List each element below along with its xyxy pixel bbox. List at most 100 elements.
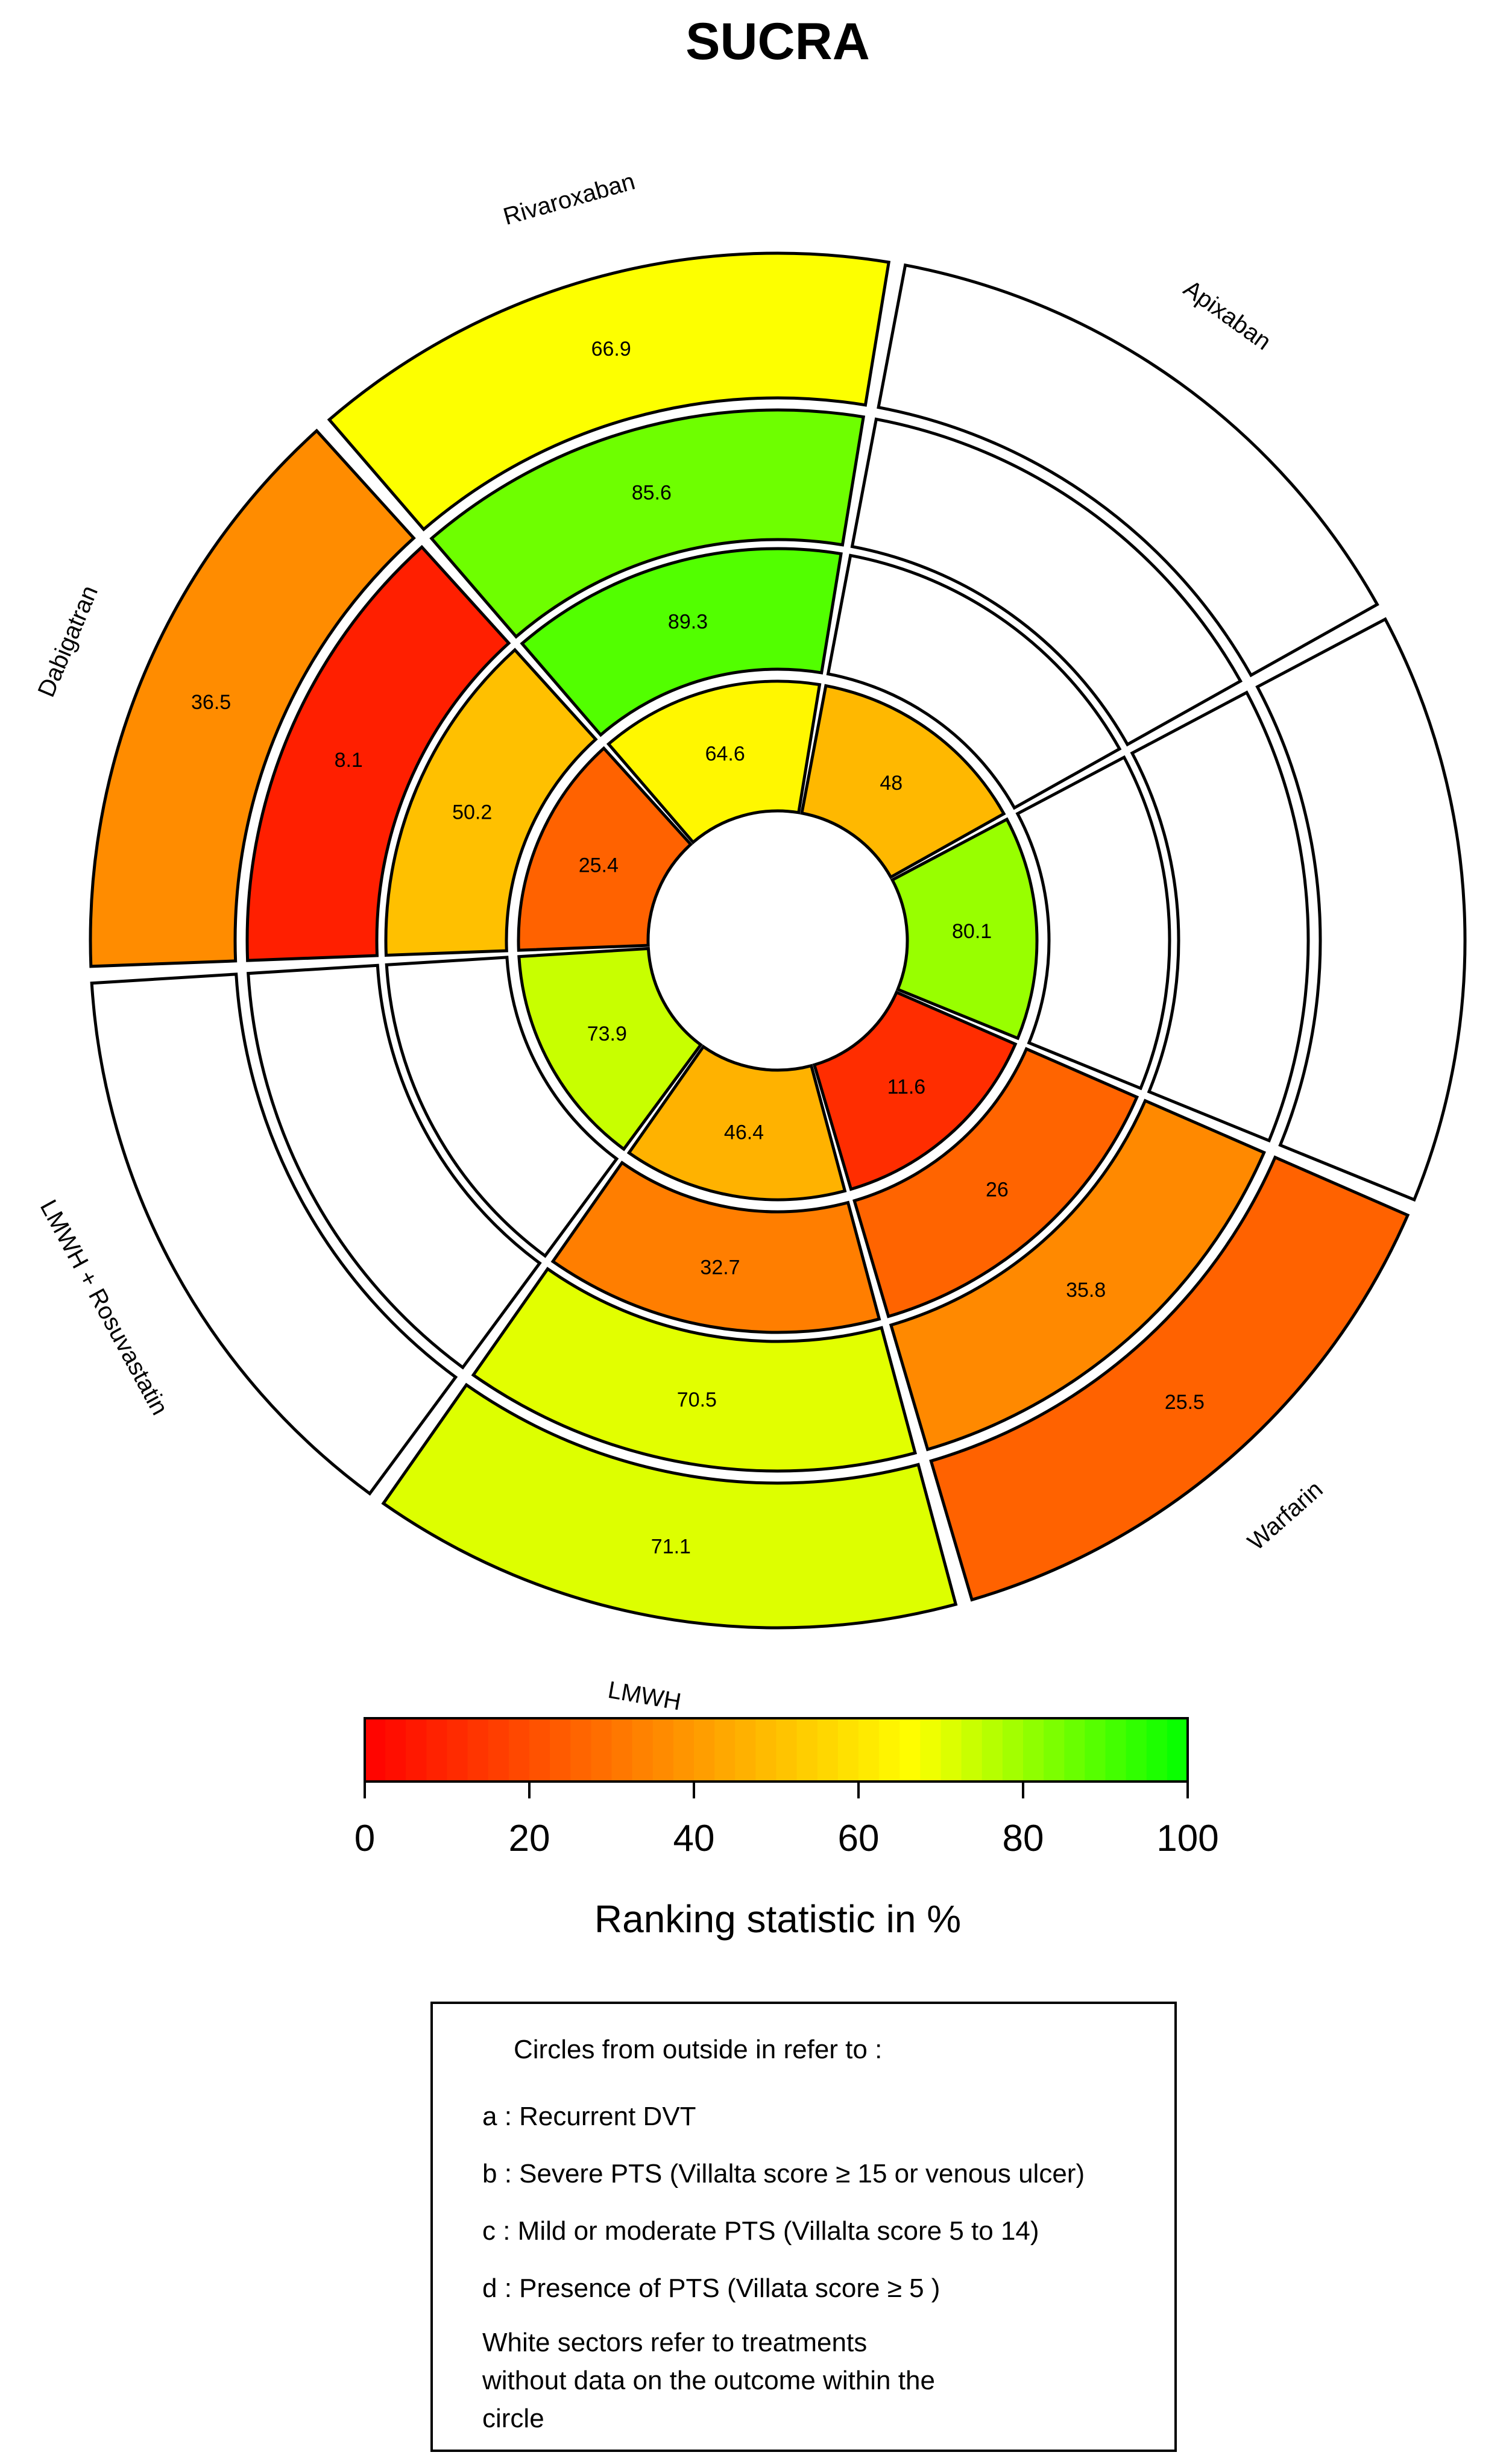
sector-b-3	[471, 1267, 918, 1473]
colorbar-cell	[694, 1718, 715, 1782]
colorbar-cell	[508, 1718, 530, 1782]
sector-c-5	[384, 648, 598, 957]
sector-a-0	[877, 263, 1379, 678]
legend-item-d: d : Presence of PTS (Villata score ≥ 5 )	[482, 2273, 940, 2303]
colorbar-tick-label: 20	[509, 1818, 550, 1859]
sector-d-4	[517, 947, 703, 1152]
sector-b-4	[247, 963, 542, 1370]
sector-label-d-0: 48	[880, 772, 903, 795]
colorbar-cell	[796, 1718, 818, 1782]
sector-label-d-6: 64.6	[705, 743, 745, 766]
legend-note-line-2: without data on the outcome within the	[482, 2366, 935, 2395]
sector-d-3	[626, 1044, 847, 1202]
sector-d-1	[890, 817, 1039, 1041]
legend-item-b: b : Severe PTS (Villalta score ≥ 15 or v…	[482, 2159, 1085, 2188]
colorbar-cell	[570, 1718, 591, 1782]
sector-b-0	[850, 417, 1243, 747]
colorbar-tick-label: 60	[838, 1818, 880, 1859]
legend-note-line-3: circle	[482, 2404, 544, 2433]
colorbar-cell	[1146, 1718, 1168, 1782]
colorbar-cell	[426, 1718, 448, 1782]
treatment-label-0: Apixaban	[1179, 275, 1276, 355]
legend-item-a: a : Recurrent DVT	[482, 2102, 696, 2131]
sector-c-0	[826, 553, 1122, 810]
sector-c-3	[550, 1161, 881, 1334]
legend-note-line-1: White sectors refer to treatments	[482, 2328, 867, 2357]
colorbar-cell	[1002, 1718, 1024, 1782]
colorbar-cell	[858, 1718, 880, 1782]
sector-a-2	[929, 1155, 1410, 1602]
colorbar-cell	[529, 1718, 550, 1782]
chart-title: SUCRA	[685, 13, 870, 71]
sector-label-c-5: 50.2	[452, 801, 492, 824]
sector-label-a-3: 71.1	[651, 1536, 691, 1558]
colorbar-cell	[879, 1718, 900, 1782]
colorbar-cell	[1023, 1718, 1044, 1782]
sucra-rings: 25.5 71.1 36.5 66.9 35.8 70.5 8.1 85.6 26 32.7 50.…	[89, 251, 1467, 1630]
colorbar-cell	[776, 1718, 798, 1782]
colorbar-cell	[1167, 1718, 1188, 1782]
legend-header: Circles from outside in refer to :	[514, 2035, 882, 2064]
colorbar-tick-label: 100	[1156, 1818, 1218, 1859]
colorbar-cell	[755, 1718, 777, 1782]
sector-a-1	[1255, 617, 1467, 1202]
sector-a-6	[327, 251, 891, 532]
legend-item-c: c : Mild or moderate PTS (Villalta score…	[482, 2216, 1039, 2246]
colorbar-cell	[632, 1718, 654, 1782]
colorbar-cell	[837, 1718, 859, 1782]
sector-b-1	[1130, 690, 1310, 1143]
colorbar-cell	[714, 1718, 736, 1782]
colorbar-cell	[365, 1718, 386, 1782]
sector-b-2	[889, 1098, 1266, 1452]
sector-a-3	[381, 1382, 958, 1630]
colorbar-cell	[920, 1718, 942, 1782]
sector-label-a-5: 36.5	[191, 691, 231, 714]
colorbar-cell	[488, 1718, 509, 1782]
colorbar-tick-label: 0	[354, 1818, 375, 1859]
sector-label-d-5: 25.4	[579, 854, 619, 877]
colorbar-tick-label: 40	[673, 1818, 715, 1859]
colorbar: 0 20 40 60 80 100	[354, 1717, 1219, 1859]
sector-label-c-2: 26	[986, 1178, 1009, 1201]
sector-label-a-2: 25.5	[1165, 1391, 1205, 1414]
colorbar-cell	[940, 1718, 962, 1782]
colorbar-cell	[385, 1718, 406, 1782]
sector-label-d-3: 46.4	[724, 1121, 764, 1144]
colorbar-cell	[735, 1718, 756, 1782]
sector-label-a-6: 66.9	[591, 338, 631, 361]
treatment-label-3: LMWH	[606, 1677, 683, 1716]
sector-label-b-2: 35.8	[1066, 1279, 1106, 1302]
sector-label-d-2: 11.6	[887, 1076, 926, 1098]
colorbar-cell	[611, 1718, 633, 1782]
sector-d-6	[606, 679, 822, 845]
colorbar-cell	[652, 1718, 674, 1782]
colorbar-cell	[591, 1718, 613, 1782]
colorbar-cell	[1126, 1718, 1147, 1782]
sector-label-d-1: 80.1	[952, 920, 992, 943]
colorbar-label: Ranking statistic in %	[594, 1897, 961, 1941]
sector-label-c-6: 89.3	[668, 611, 708, 634]
sector-a-4	[90, 972, 458, 1496]
colorbar-cell	[981, 1718, 1003, 1782]
colorbar-cell	[406, 1718, 427, 1782]
colorbar-cell	[899, 1718, 921, 1782]
sector-c-2	[852, 1047, 1139, 1319]
sector-d-5	[517, 746, 693, 952]
sector-label-b-6: 85.6	[632, 481, 672, 504]
colorbar-cell	[550, 1718, 571, 1782]
sector-c-4	[385, 956, 619, 1258]
sector-c-6	[520, 547, 843, 737]
colorbar-cell	[673, 1718, 695, 1782]
sector-c-1	[1015, 755, 1171, 1091]
sector-label-b-3: 70.5	[677, 1388, 717, 1411]
sector-label-d-4: 73.9	[587, 1022, 627, 1045]
sector-d-0	[799, 684, 1006, 880]
colorbar-cell	[961, 1718, 983, 1782]
colorbar-cell	[1105, 1718, 1127, 1782]
colorbar-cell	[447, 1718, 468, 1782]
treatment-label-2: Warfarin	[1243, 1476, 1328, 1555]
treatment-label-6: Rivaroxaban	[500, 168, 638, 230]
colorbar-tick-label: 80	[1003, 1818, 1044, 1859]
treatment-label-5: Dabigatran	[33, 582, 104, 701]
sector-a-5	[89, 428, 416, 968]
